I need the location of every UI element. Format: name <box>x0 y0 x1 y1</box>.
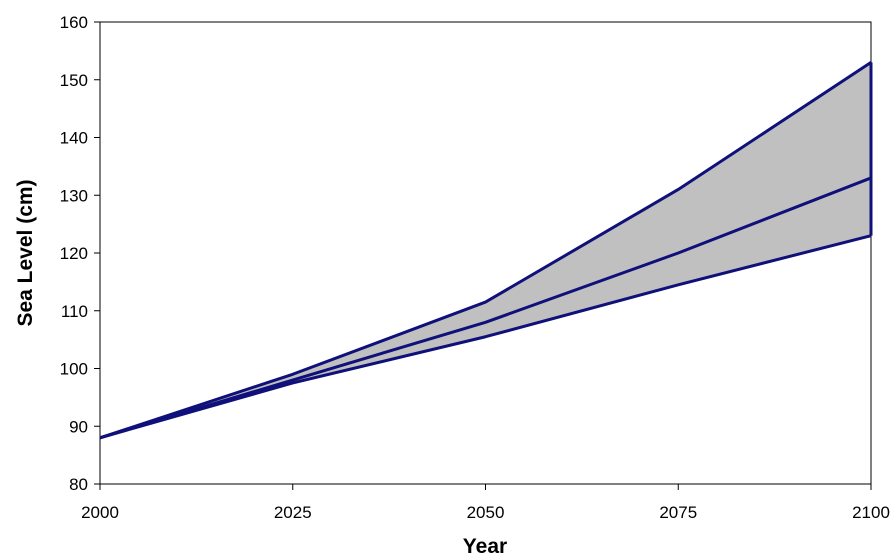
series-line-1 <box>99 61 872 440</box>
y-tick-label: 80 <box>69 475 88 494</box>
y-tick-label: 130 <box>60 186 88 205</box>
y-tick-label: 160 <box>60 13 88 32</box>
y-tick-label: 140 <box>60 129 88 148</box>
uncertainty-band <box>100 62 871 438</box>
x-tick-label: 2000 <box>81 503 119 522</box>
x-tick-label: 2075 <box>659 503 697 522</box>
y-tick-label: 150 <box>60 71 88 90</box>
y-tick-label: 120 <box>60 244 88 263</box>
x-tick-label: 2100 <box>852 503 890 522</box>
y-tick-label: 110 <box>61 302 88 321</box>
series-line-3 <box>99 234 872 440</box>
y-axis-title: Sea Level (cm) <box>14 179 37 326</box>
x-tick-label: 2050 <box>467 503 505 522</box>
x-tick-label: 2025 <box>274 503 312 522</box>
y-tick-label: 100 <box>60 360 88 379</box>
x-axis-title: Year <box>463 535 507 558</box>
y-tick-label: 90 <box>69 417 88 436</box>
series-line-2 <box>99 176 872 440</box>
